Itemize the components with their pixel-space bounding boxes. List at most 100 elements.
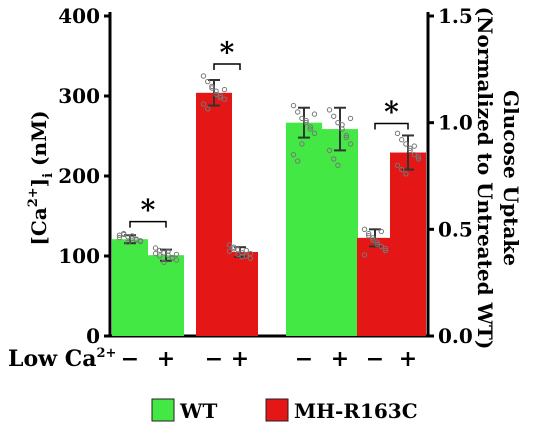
left-axis-title-unit: (nM) (27, 110, 51, 173)
low-ca-row-label-sup: 2+ (97, 346, 117, 361)
right-axis-tick-label: 1.5 (438, 4, 473, 28)
left-axis-title-sub: i (41, 173, 56, 178)
data-point (161, 259, 167, 266)
low-ca-sign: − (295, 346, 313, 372)
right-axis-tick-label: 1.0 (438, 111, 473, 135)
data-point (200, 101, 207, 107)
legend-label: WT (179, 399, 217, 423)
right-axis-title-line1: Glucose Uptake (499, 90, 523, 266)
data-point (347, 141, 354, 147)
left-axis-title: [Ca2+]i (nM) (26, 110, 56, 245)
svg-text:[Ca2+]i (nM): [Ca2+]i (nM) (26, 110, 56, 245)
left-axis-tick-label: 300 (58, 84, 100, 108)
data-point (243, 247, 250, 254)
data-point (335, 119, 341, 126)
data-point (394, 130, 401, 137)
data-point (133, 236, 140, 242)
low-ca-row-label-main: Low Ca (8, 346, 97, 372)
data-point (374, 241, 380, 247)
data-point (290, 102, 297, 109)
data-point (366, 233, 372, 239)
data-point (165, 248, 171, 254)
data-point (247, 250, 254, 257)
data-point (205, 78, 211, 85)
data-point (157, 247, 163, 254)
bar (286, 122, 322, 337)
data-point (326, 107, 333, 113)
data-point (407, 145, 413, 151)
left-axis-tick-label: 200 (58, 164, 100, 188)
bar (148, 255, 184, 336)
data-point (125, 239, 131, 246)
low-ca-row-label: Low Ca2+ (8, 346, 116, 372)
low-ca-sign: − (121, 346, 139, 372)
data-point (235, 251, 241, 258)
data-point (331, 113, 337, 119)
data-point (303, 117, 309, 124)
data-point (231, 244, 237, 250)
data-point (157, 253, 163, 259)
data-point (137, 238, 144, 245)
data-point (239, 254, 245, 260)
data-point (339, 122, 345, 128)
data-point (209, 83, 215, 90)
left-axis-tick-label: 100 (58, 244, 100, 268)
data-point (399, 137, 405, 143)
data-point (307, 126, 313, 132)
right-axis-title: Glucose Uptake (Normalized to Untreated … (473, 7, 523, 350)
data-point (411, 143, 417, 149)
left-axis-title-sup: 2+ (26, 187, 41, 207)
data-point (415, 156, 422, 162)
data-point (378, 228, 384, 235)
right-axis-tick-label: 0.0 (438, 324, 473, 348)
data-point (361, 226, 368, 233)
data-point (205, 106, 211, 112)
data-point (217, 94, 224, 101)
data-point (116, 234, 123, 241)
data-point (295, 109, 301, 115)
low-ca-sign: + (399, 346, 417, 372)
bar (357, 237, 393, 336)
significance-bracket (213, 63, 241, 70)
data-point (169, 255, 176, 262)
data-point (407, 147, 413, 154)
data-point (213, 88, 219, 94)
significance-star: * (220, 36, 235, 69)
bar (112, 239, 148, 336)
left-axis-title-main: [Ca (27, 207, 51, 245)
data-point (311, 130, 318, 137)
data-point (173, 251, 180, 258)
legend-swatch (151, 398, 175, 422)
low-ca-sign: + (157, 346, 175, 372)
data-point (399, 166, 405, 173)
data-point (200, 73, 207, 79)
data-point (403, 171, 409, 177)
data-point (343, 132, 349, 139)
data-point (382, 247, 389, 254)
significance-bracket (374, 122, 409, 130)
data-point (374, 239, 380, 245)
data-point (209, 85, 215, 91)
data-point (303, 119, 309, 126)
right-axis-title-line2: (Normalized to Untreated WT) (473, 7, 497, 350)
data-point (378, 243, 384, 250)
data-point (299, 115, 305, 122)
low-ca-sign: + (331, 346, 349, 372)
data-point (307, 124, 313, 130)
bar (322, 129, 358, 336)
data-point (129, 233, 135, 239)
data-point (226, 248, 233, 254)
data-point (361, 252, 368, 258)
left-axis-title-close: ] (27, 178, 51, 187)
data-point (366, 230, 372, 237)
data-point (370, 235, 376, 241)
low-ca-sign: − (366, 346, 384, 372)
data-point (226, 242, 233, 248)
data-point (299, 141, 305, 147)
data-point (370, 237, 376, 243)
right-axis-tick-label: 0.5 (438, 217, 473, 241)
low-ca-sign: − (205, 346, 223, 372)
data-point (290, 151, 297, 158)
